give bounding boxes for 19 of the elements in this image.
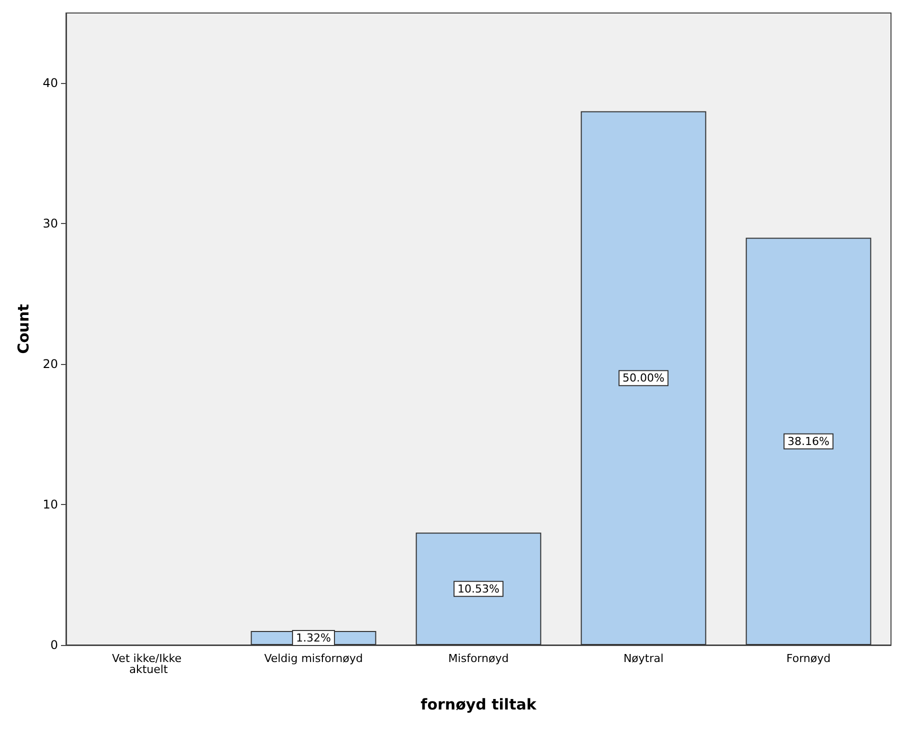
annotation: 50.00% — [622, 372, 664, 385]
annotation: 38.16% — [788, 434, 830, 448]
y-tick-label: 40 — [42, 76, 58, 90]
x-tick-label: Misfornøyd — [448, 652, 509, 665]
annotation: 1.32% — [296, 631, 331, 644]
y-tick-label: 30 — [42, 216, 58, 231]
x-tick-label: Nøytral — [623, 652, 664, 665]
x-tick-label: Veldig misfornøyd — [264, 652, 363, 665]
y-axis-title: Count — [14, 304, 32, 354]
annotation: 10.53% — [458, 582, 500, 596]
y-tick-label: 20 — [42, 357, 58, 372]
bar — [580, 111, 706, 645]
bar — [746, 238, 872, 645]
x-tick-label: Vet ikke/Ikke aktuelt — [112, 652, 185, 676]
x-axis-title: fornøyd tiltak — [420, 696, 538, 714]
x-tick-label: Fornøyd — [786, 652, 831, 665]
bar — [416, 532, 542, 645]
y-tick-label: 10 — [42, 498, 58, 512]
y-tick-label: 0 — [50, 638, 58, 652]
